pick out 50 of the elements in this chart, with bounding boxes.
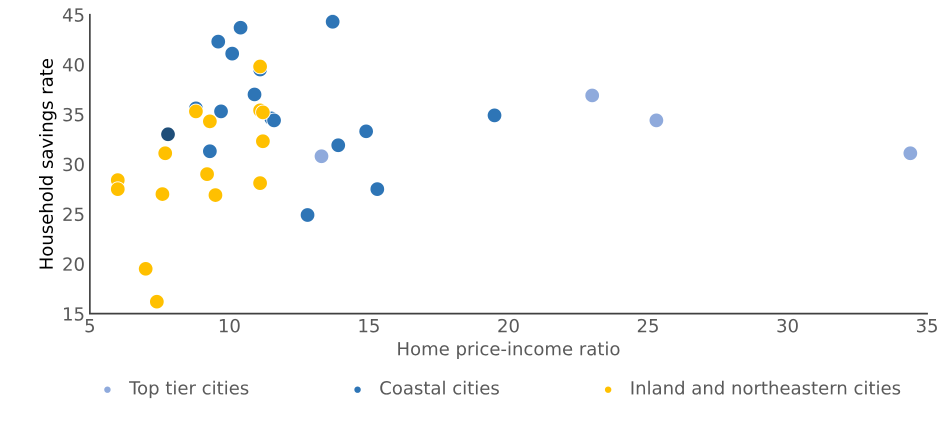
- x-tick-label: 25: [638, 318, 658, 332]
- point: [202, 144, 218, 159]
- point: [300, 207, 316, 223]
- point: [210, 34, 226, 50]
- point: [902, 146, 918, 161]
- point: [110, 181, 126, 197]
- point: [213, 104, 229, 120]
- point: [160, 126, 176, 142]
- point: [188, 104, 204, 120]
- point: [246, 86, 262, 102]
- x-tick-label: 10: [220, 318, 240, 332]
- point: [202, 114, 218, 130]
- x-tick-label: 35: [916, 318, 937, 332]
- point: [208, 187, 224, 203]
- x-axis-title: Home price-income ratio: [398, 342, 620, 360]
- point: [154, 186, 170, 202]
- y-tick-label: 45: [62, 8, 84, 22]
- legend-label: Coastal cities: [380, 380, 499, 395]
- point: [224, 46, 240, 62]
- x-tick-label: 15: [359, 319, 379, 332]
- x-tick-label: 30: [777, 318, 798, 332]
- legend-label: Inland and northeastern cities: [632, 380, 900, 395]
- y-tick-label: 25: [63, 207, 84, 222]
- y-tick-label: 20: [63, 257, 84, 271]
- point: [232, 20, 248, 36]
- x-tick-label: 5: [86, 319, 94, 332]
- point: [266, 112, 282, 128]
- point: [358, 124, 374, 140]
- y-tick-label: 15: [64, 307, 84, 321]
- point: [324, 14, 340, 30]
- legend-label: Top tier cities: [129, 380, 248, 398]
- point: [330, 138, 346, 153]
- point: [370, 181, 386, 197]
- x-tick-label: 20: [498, 318, 519, 332]
- point: [149, 294, 165, 310]
- point: [252, 58, 268, 74]
- point: [158, 146, 173, 161]
- point: [252, 175, 268, 191]
- y-tick-label: 35: [63, 108, 84, 122]
- point: [138, 261, 154, 277]
- point: [584, 88, 600, 104]
- y-tick-label: 30: [63, 158, 84, 172]
- point: [648, 112, 664, 128]
- y-axis-title: Household savings rate: [39, 59, 56, 269]
- y-tick-label: 40: [62, 58, 84, 72]
- point: [199, 166, 215, 182]
- point: [486, 108, 502, 124]
- point: [255, 134, 271, 149]
- point: [314, 148, 330, 164]
- point: [255, 104, 271, 120]
